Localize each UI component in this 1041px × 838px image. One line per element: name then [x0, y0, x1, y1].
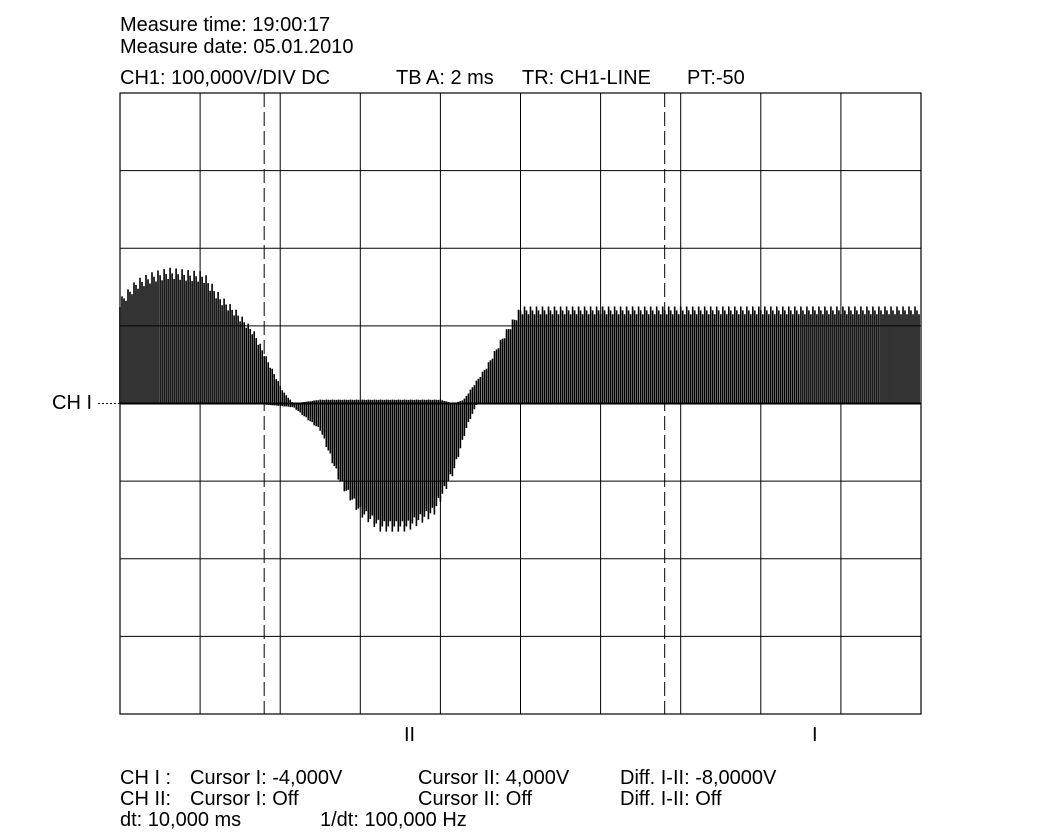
ch1-cursor2: Cursor II: 4,000V: [418, 767, 570, 789]
cursor-ii-label: II: [404, 724, 416, 746]
channel-ground-marker: CH I: [52, 392, 92, 414]
ch2-label: CH II:: [120, 788, 172, 810]
ch2-diff: Diff. I-II: Off: [620, 788, 722, 810]
ch1-diff: Diff. I-II: -8,0000V: [620, 767, 777, 789]
ch2-cursor2: Cursor II: Off: [418, 788, 533, 810]
timebase-setting: TB A: 2 ms: [396, 67, 494, 89]
cursor-i-label: I: [812, 724, 818, 746]
cursors: [263, 93, 666, 714]
inverse-delta-time: 1/dt: 100,000 Hz: [320, 809, 467, 831]
measure-date: Measure date: 05.01.2010: [120, 36, 354, 58]
ch1-label: CH I :: [120, 767, 172, 789]
ch1-cursor1: Cursor I: -4,000V: [190, 767, 343, 789]
pretrigger-setting: PT:-50: [687, 67, 745, 89]
ch2-cursor1: Cursor I: Off: [190, 788, 299, 810]
trigger-setting: TR: CH1-LINE: [522, 67, 651, 89]
channel-setting: CH1: 100,000V/DIV DC: [120, 67, 331, 89]
plot-frame: [119, 92, 922, 715]
delta-time: dt: 10,000 ms: [120, 809, 242, 831]
measure-time: Measure time: 19:00:17: [120, 14, 331, 36]
waveform-spikes: [119, 267, 920, 532]
